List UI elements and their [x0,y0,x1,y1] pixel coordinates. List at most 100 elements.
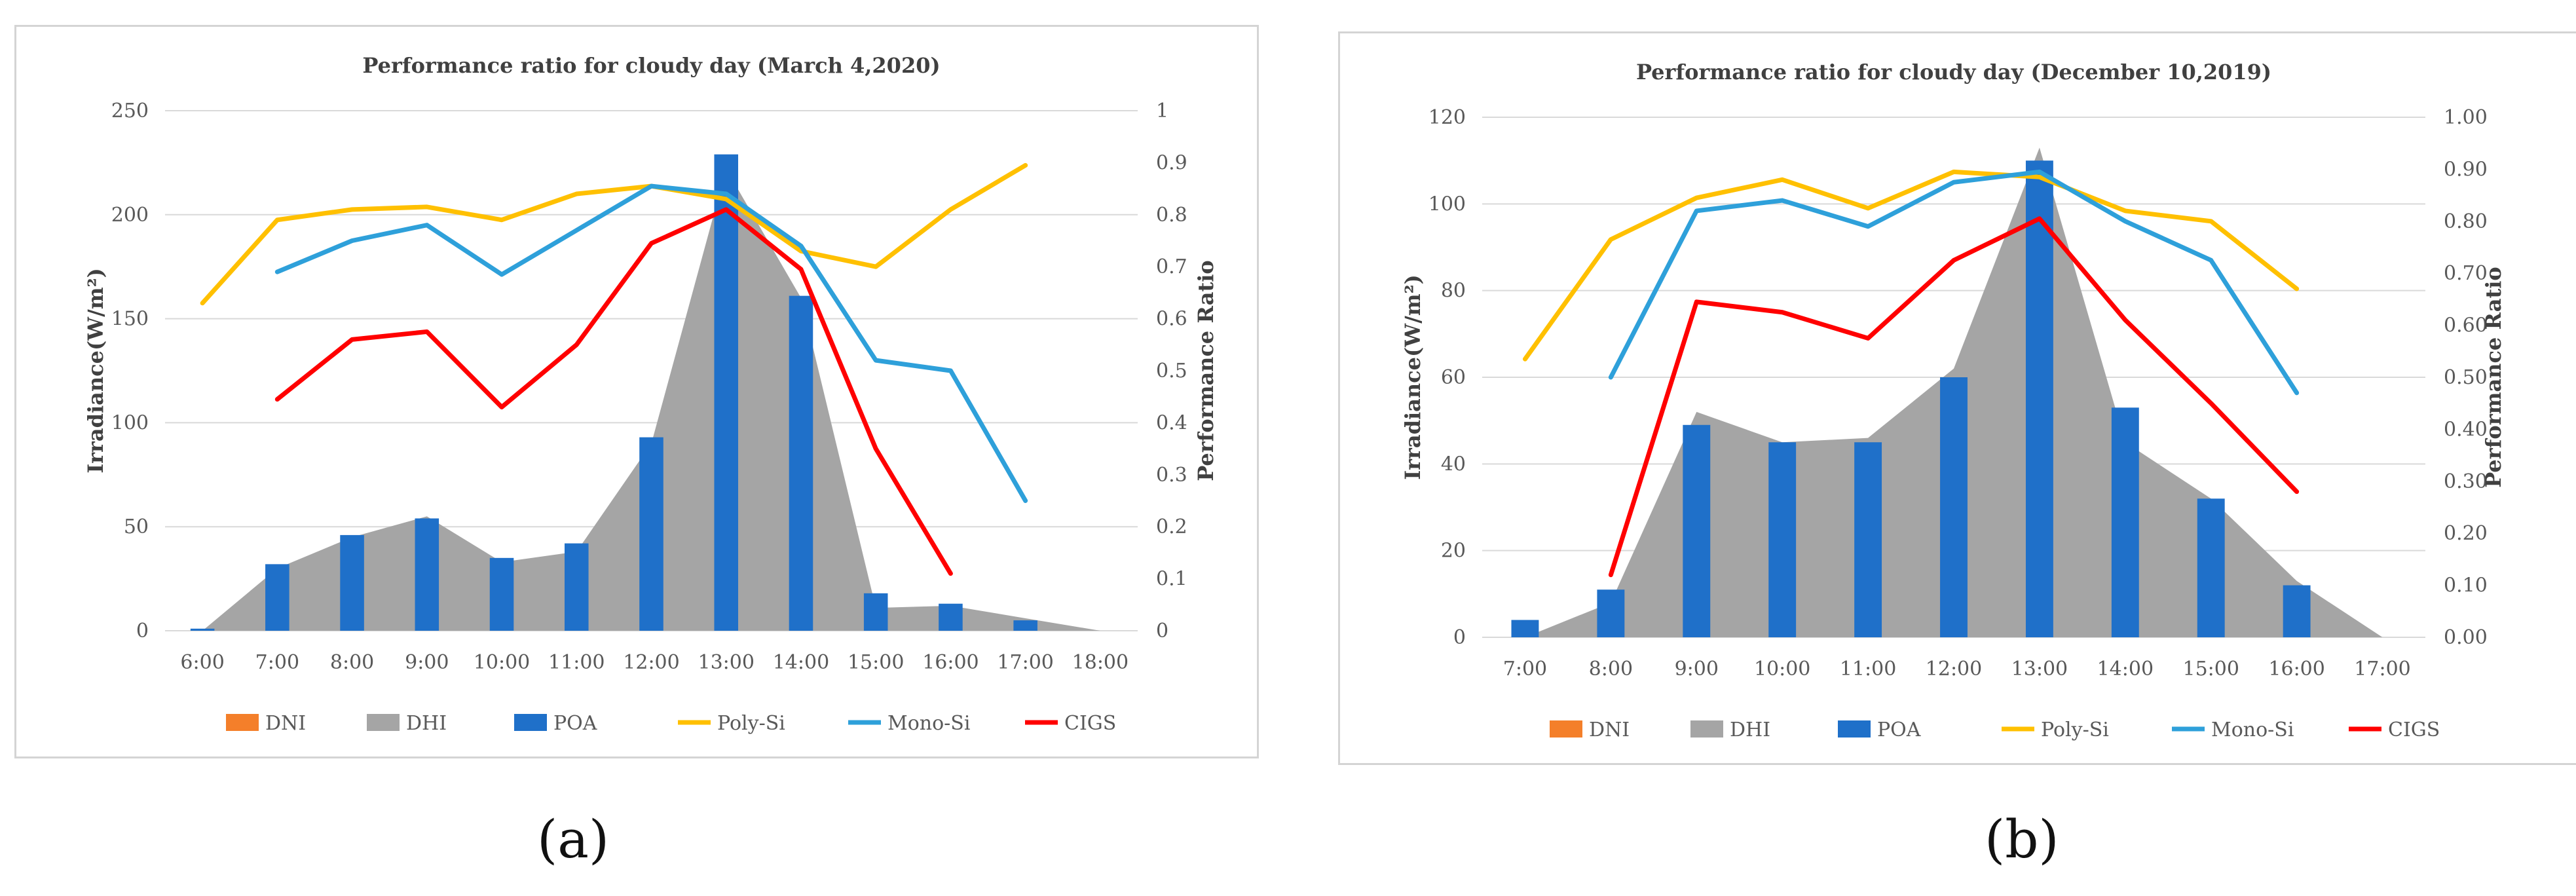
series-line-cigs [274,207,953,576]
legend-label: CIGS [2388,719,2440,741]
y-tick-label: 200 [111,204,149,227]
x-tick-label: 17:00 [997,651,1053,674]
series-line-mono-si [1608,169,2300,396]
series-line-poly-si [1522,169,2300,362]
y2-tick-label: 0.80 [2444,210,2488,233]
series-line-poly-si [200,162,1028,306]
x-tick-label: 9:00 [1675,658,1719,681]
y2-tick-label: 1 [1156,100,1168,122]
chart-svg-b: Performance ratio for cloudy day (Decemb… [1400,60,2506,741]
legend-label: DHI [1730,719,1770,741]
x-tick-label: 7:00 [255,651,299,674]
legend-label: DHI [406,712,447,735]
y2-tick-label: 0 [1156,620,1168,643]
y2-tick-label: 0.20 [2444,522,2488,545]
y-tick-label: 250 [111,100,149,122]
series-line-mono-si [274,183,1028,503]
poa-bar [2111,407,2139,637]
x-tick-label: 13:00 [698,651,754,674]
y2-axis-title: Performance Ratio [1193,260,1218,481]
y-tick-label: 50 [124,515,149,538]
poa-bar [1940,377,1968,637]
poa-bar [2025,160,2053,637]
poa-bar [265,564,289,631]
legend-swatch-dni [1550,720,1582,737]
x-tick-label: 13:00 [2011,658,2068,681]
y-axis-title: Irradiance(W/m²) [1400,274,1425,480]
poa-bar [190,628,215,631]
y-tick-label: 20 [1441,540,1466,563]
x-tick-label: 17:00 [2354,658,2410,681]
legend-swatch-poa [1838,720,1871,737]
chart-svg-a: Performance ratio for cloudy day (March … [83,53,1218,735]
x-tick-label: 16:00 [922,651,979,674]
y2-tick-label: 0.90 [2444,158,2488,181]
y-tick-label: 0 [1453,626,1466,649]
y2-tick-label: 1.00 [2444,106,2488,129]
poa-bar [2283,585,2311,637]
subfigure-label-b: (b) [1985,809,2059,870]
y2-tick-label: 0.60 [2444,314,2488,337]
y-tick-label: 150 [111,308,149,331]
poa-bar [1597,589,1625,637]
subfigure-label-a: (a) [537,809,610,870]
y2-tick-label: 0.9 [1156,151,1187,174]
y2-tick-label: 0.1 [1156,568,1187,591]
x-tick-label: 18:00 [1072,651,1129,674]
y2-tick-label: 0.8 [1156,204,1187,227]
poa-bar [863,593,888,631]
y2-tick-label: 0.3 [1156,464,1187,487]
legend-swatch-dni [226,714,259,731]
y2-tick-label: 0.40 [2444,418,2488,441]
y-tick-label: 80 [1441,280,1466,303]
legend-label: POA [553,712,597,735]
x-tick-label: 14:00 [2097,658,2154,681]
y-axis-title: Irradiance(W/m²) [83,268,108,474]
legend-swatch-poa [514,714,547,731]
poa-bar [1013,620,1037,631]
chart-panel-b: Performance ratio for cloudy day (Decemb… [1338,31,2576,765]
y2-tick-label: 0.10 [2444,574,2488,597]
poa-bar [1683,424,1711,637]
legend-label: DNI [265,712,306,735]
x-tick-label: 8:00 [330,651,374,674]
x-tick-label: 8:00 [1589,658,1633,681]
y2-tick-label: 0.50 [2444,366,2488,389]
x-tick-label: 12:00 [1926,658,1982,681]
poa-bar [2197,498,2225,637]
legend-label: CIGS [1064,712,1116,735]
y2-tick-label: 0.5 [1156,360,1187,383]
legend-label: DNI [1589,719,1630,741]
y2-tick-label: 0.4 [1156,411,1187,434]
poa-bar [415,518,439,631]
x-tick-label: 15:00 [2182,658,2239,681]
x-tick-label: 11:00 [1840,658,1896,681]
y2-tick-label: 0.30 [2444,470,2488,493]
legend-swatch-dhi [1690,720,1723,737]
y2-tick-label: 0.70 [2444,262,2488,285]
x-tick-label: 10:00 [474,651,530,674]
poa-bar [789,295,813,631]
x-tick-label: 6:00 [180,651,224,674]
chart-title: Performance ratio for cloudy day (Decemb… [1636,60,2271,84]
poa-bar [939,603,963,631]
y-tick-label: 100 [111,411,149,434]
y-tick-label: 40 [1441,453,1466,476]
y2-tick-label: 0.2 [1156,515,1187,538]
legend-swatch-dhi [367,714,400,731]
y2-tick-label: 0.7 [1156,255,1187,278]
y-tick-label: 100 [1428,193,1466,215]
poa-bar [340,534,364,631]
x-tick-label: 9:00 [405,651,449,674]
x-tick-label: 12:00 [623,651,679,674]
y-tick-label: 60 [1441,366,1466,389]
legend-label: Poly-Si [717,712,785,735]
poa-bar [1511,620,1539,637]
poa-bar [489,557,514,631]
poa-bar [714,154,739,631]
legend-label: POA [1877,719,1921,741]
y-tick-label: 120 [1428,106,1466,129]
y2-tick-label: 0.6 [1156,308,1187,331]
series-line-cigs [1608,216,2300,578]
y-tick-label: 0 [136,620,149,643]
